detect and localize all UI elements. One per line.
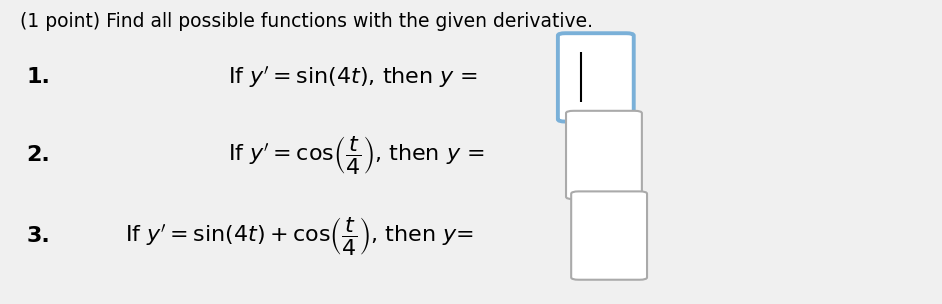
FancyBboxPatch shape bbox=[558, 33, 634, 122]
FancyBboxPatch shape bbox=[566, 111, 642, 199]
Text: 1.: 1. bbox=[26, 67, 50, 87]
Text: (1 point) Find all possible functions with the given derivative.: (1 point) Find all possible functions wi… bbox=[20, 12, 593, 31]
Text: If $y' = \sin(4t)$, then $y$ =: If $y' = \sin(4t)$, then $y$ = bbox=[228, 65, 478, 90]
Text: 2.: 2. bbox=[26, 145, 50, 165]
FancyBboxPatch shape bbox=[571, 192, 647, 280]
Text: If $y' = \sin(4t) + \cos\!\left(\dfrac{t}{4}\right)$, then $y$=: If $y' = \sin(4t) + \cos\!\left(\dfrac{t… bbox=[124, 215, 474, 257]
Text: 3.: 3. bbox=[26, 226, 50, 246]
Text: If $y' = \cos\!\left(\dfrac{t}{4}\right)$, then $y$ =: If $y' = \cos\!\left(\dfrac{t}{4}\right)… bbox=[228, 134, 484, 176]
